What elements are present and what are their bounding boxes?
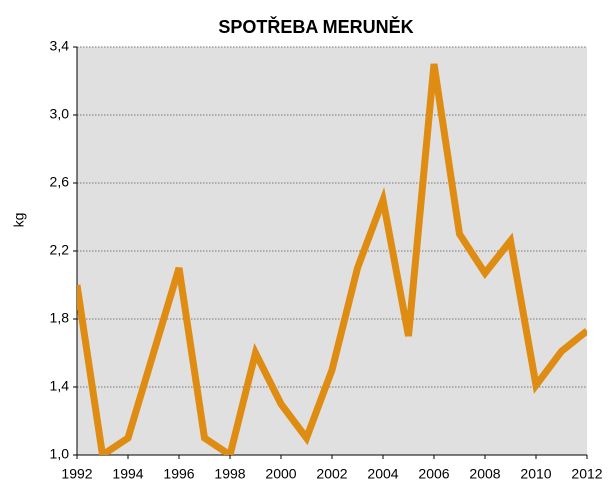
x-tick-label: 2012 [571, 466, 602, 482]
x-tick-label: 2010 [520, 466, 551, 482]
y-tick-label: 2,2 [50, 242, 70, 258]
x-tick-label: 2002 [316, 466, 347, 482]
x-tick-label: 2000 [265, 466, 296, 482]
y-tick-label: 1,4 [50, 378, 70, 394]
x-tick-label: 1998 [214, 466, 245, 482]
x-tick-label: 1994 [112, 466, 143, 482]
y-tick-label: 3,0 [50, 106, 70, 122]
data-line [77, 63, 587, 455]
y-tick-label: 3,4 [50, 38, 70, 54]
y-tick-label: 1,8 [50, 310, 70, 326]
y-tick-label: 2,6 [50, 174, 70, 190]
y-axis-label: kg [11, 213, 27, 228]
x-tick-label: 2008 [469, 466, 500, 482]
x-tick-label: 2006 [418, 466, 449, 482]
x-tick-label: 1992 [61, 466, 92, 482]
y-tick-label: 1,0 [50, 446, 70, 462]
x-tick-label: 2004 [367, 466, 398, 482]
x-tick-label: 1996 [163, 466, 194, 482]
chart-title: SPOTŘEBA MERUNĚK [218, 16, 413, 37]
